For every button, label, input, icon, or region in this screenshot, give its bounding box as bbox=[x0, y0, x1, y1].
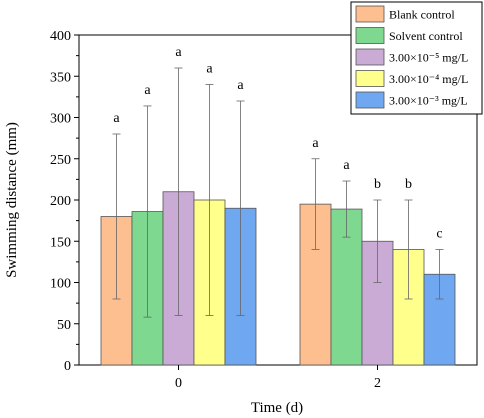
legend-swatch bbox=[355, 70, 385, 87]
y-tick-label: 150 bbox=[50, 235, 71, 250]
significance-letter: c bbox=[436, 227, 442, 242]
legend-label: Solvent control bbox=[389, 29, 463, 43]
x-axis-label: Time (d) bbox=[251, 400, 303, 416]
x-tick-label: 0 bbox=[175, 376, 182, 391]
y-tick-label: 300 bbox=[50, 112, 71, 127]
significance-letter: a bbox=[343, 158, 350, 173]
significance-letter: a bbox=[175, 45, 182, 60]
legend: Blank control Solvent control 3.00×10⁻⁵ mg… bbox=[350, 1, 483, 115]
y-tick-label: 250 bbox=[50, 153, 71, 168]
significance-letter: a bbox=[206, 62, 213, 77]
y-tick-label: 100 bbox=[50, 277, 71, 292]
y-axis-label: Swimming distance (mm) bbox=[4, 122, 20, 278]
legend-swatch bbox=[355, 91, 385, 109]
x-tick-label: 2 bbox=[374, 376, 381, 391]
y-tick-label: 0 bbox=[64, 359, 71, 374]
plot-area: 0 50 100 150 200 250 300 350 400 a a a a a 0 a a b b c 2 bbox=[50, 29, 478, 391]
significance-letter: a bbox=[312, 136, 319, 151]
legend-swatch bbox=[355, 48, 385, 66]
significance-letter: b bbox=[405, 177, 412, 192]
significance-letter: a bbox=[113, 111, 120, 126]
legend-label: 3.00×10⁻⁴ mg/L bbox=[389, 72, 468, 86]
y-tick-label: 50 bbox=[57, 318, 71, 333]
significance-letter: a bbox=[144, 83, 151, 98]
legend-label: Blank control bbox=[389, 8, 455, 22]
legend-label: 3.00×10⁻⁵ mg/L bbox=[389, 51, 468, 65]
legend-swatch bbox=[355, 5, 385, 23]
y-tick-label: 400 bbox=[50, 29, 71, 44]
significance-letter: b bbox=[374, 177, 381, 192]
legend-label: 3.00×10⁻³ mg/L bbox=[389, 94, 468, 108]
legend-swatch bbox=[355, 27, 385, 44]
y-tick-label: 200 bbox=[50, 194, 71, 209]
y-tick-label: 350 bbox=[50, 70, 71, 85]
significance-letter: a bbox=[237, 78, 244, 93]
